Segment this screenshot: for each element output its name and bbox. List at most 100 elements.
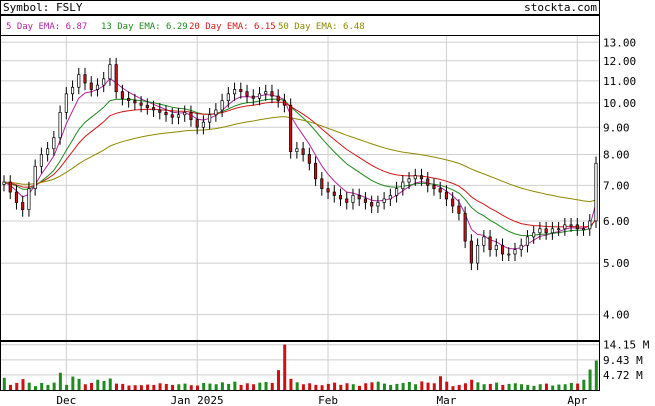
candle [58,105,62,145]
candle [320,171,324,196]
candle-body-up [27,188,31,211]
candle [120,84,124,106]
candle [145,98,149,115]
volume-bar [208,383,212,390]
volume-tick-label: 14.15 M [603,339,650,352]
candle-body-down [338,195,343,200]
candle [370,195,374,214]
candle-body-up [550,228,554,234]
candle [114,57,118,99]
price-tick-label: 4.00 [603,309,630,322]
legend-ema50: 50 Day EMA: 6.48 [278,22,365,32]
candle-body-up [376,202,380,207]
ema5-line [3,77,597,250]
volume-bar [71,376,75,390]
volume-bar [83,384,87,390]
candle [214,103,218,122]
candle-body-down [89,82,93,90]
candle-body-up [2,181,6,185]
candle [494,238,498,257]
volume-bar [9,384,13,390]
volume-bar [507,383,511,390]
volume-bar [358,385,361,390]
candle-body-down [152,107,156,111]
volume-tick-label: 9.43 M [603,354,643,367]
candle [550,221,554,240]
volume-bar [133,385,137,390]
candle-body-up [220,100,224,111]
ema13-line [3,98,597,237]
volume-bar [195,385,199,390]
volume-bar [127,385,131,390]
volume-bar [289,378,293,390]
volume-bar [239,384,243,390]
candle [8,175,12,200]
candle-body-up [407,178,411,183]
candle-body-down [301,148,305,155]
volume-bar [308,383,312,390]
candle-body-up [264,91,268,95]
volume-bar [526,384,530,390]
candle-body-up [351,195,355,203]
candle [538,221,542,240]
volume-bar [382,383,386,390]
candle [233,82,237,101]
price-panel [0,35,600,341]
candle-body-down [451,198,455,207]
volume-bar [27,382,31,390]
ema20-line [3,101,597,228]
volume-bar [21,379,25,390]
candle [407,171,411,190]
candle [77,67,81,95]
volume-bar [40,382,44,390]
price-tick-label: 13.00 [603,36,636,49]
candle [39,147,43,174]
volume-bar [77,378,81,390]
candle-body-up [482,236,486,246]
candle [376,195,380,214]
candle-body-down [245,91,249,97]
candle [21,195,25,217]
volume-bar [426,382,430,390]
candle-body-up [46,148,50,155]
volume-bar [108,378,112,390]
volume-bar [158,383,162,390]
candle-body-down [357,195,361,200]
candle [432,178,436,196]
candle [270,84,274,104]
candle [525,230,530,253]
candle [363,192,367,210]
candle-body-down [195,119,199,128]
candle [276,89,280,108]
volume-bar [488,383,492,390]
volume-bar [258,382,262,390]
volume-bar [376,381,380,390]
legend-ema20: 20 Day EMA: 6.15 [189,22,276,32]
candle-body-up [538,228,542,234]
candle-body-down [438,188,442,193]
candle-body-down [239,89,243,92]
volume-bar [457,384,461,390]
candle-body-down [432,184,436,190]
volume-bar [58,372,62,390]
candle-body-up [33,165,37,190]
candle [102,71,106,93]
volume-bar [52,382,56,390]
candle [519,238,523,257]
candle [395,181,399,203]
volume-bar [202,382,206,390]
volume-bar [401,382,405,390]
candle-body-up [183,111,187,116]
volume-bar [576,383,580,390]
volume-bar [532,385,536,390]
volume-bars [2,344,598,390]
volume-bar [463,383,467,390]
candle [575,218,579,236]
candle-body-down [14,191,19,203]
candle-body-down [320,178,324,190]
candle [2,175,6,192]
symbol-label: Symbol: FSLY [3,1,83,14]
volume-bar [146,384,150,390]
volume-bar [407,382,411,390]
volume-bar [46,384,50,390]
